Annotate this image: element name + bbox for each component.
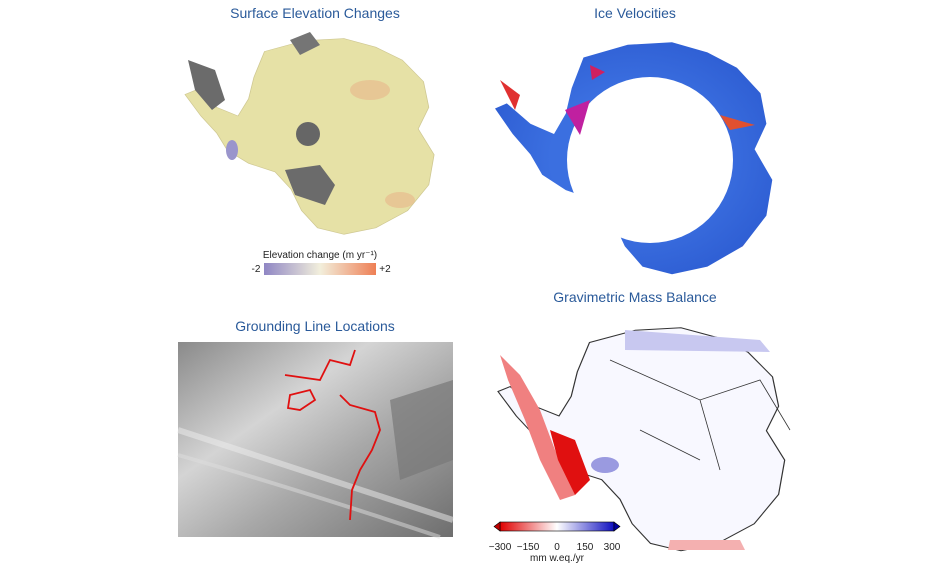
colorbar [264,263,376,275]
elevation-map [183,32,436,236]
colorbar-tick: +2 [379,264,391,275]
colorbar-tick: 300 [604,542,621,553]
colorbar [499,521,615,532]
grounding-image [177,342,454,539]
colorbar-tick: 0 [554,542,560,553]
panel-title: Surface Elevation Changes [230,5,400,21]
colorbar-tick: −150 [517,542,540,553]
panel-title: Gravimetric Mass Balance [553,289,717,305]
panel-title: Grounding Line Locations [235,318,395,334]
panel-title: Ice Velocities [594,5,676,21]
mass-balance-map [496,326,791,553]
colorbar-label: mm w.eq./yr [530,553,585,564]
colorbar-tick: -2 [252,264,261,275]
colorbar-tick: 150 [577,542,594,553]
velocity-map [495,42,773,275]
colorbar-label: Elevation change (m yr⁻¹) [263,250,377,261]
colorbar-tick: −300 [489,542,512,553]
